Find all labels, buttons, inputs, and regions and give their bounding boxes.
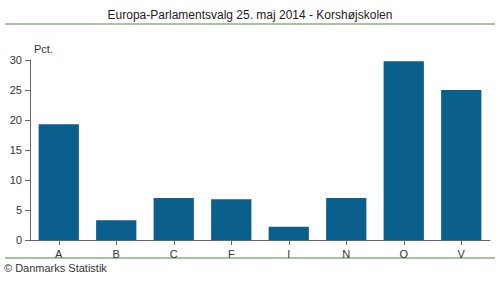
svg-text:20: 20 [10, 114, 22, 126]
svg-text:I: I [287, 248, 290, 260]
svg-text:15: 15 [10, 144, 22, 156]
svg-text:A: A [55, 248, 63, 260]
svg-text:Pct.: Pct. [34, 43, 53, 55]
svg-text:B: B [113, 248, 120, 260]
svg-text:25: 25 [10, 84, 22, 96]
svg-text:5: 5 [16, 204, 22, 216]
svg-text:C: C [170, 248, 178, 260]
svg-text:0: 0 [16, 234, 22, 246]
svg-text:V: V [458, 248, 466, 260]
svg-text:© Danmarks Statistik: © Danmarks Statistik [4, 262, 107, 274]
svg-text:O: O [399, 248, 408, 260]
svg-text:30: 30 [10, 54, 22, 66]
svg-text:10: 10 [10, 174, 22, 186]
svg-text:Europa-Parlamentsvalg 25. maj: Europa-Parlamentsvalg 25. maj 2014 - Kor… [108, 8, 393, 22]
svg-text:F: F [228, 248, 235, 260]
svg-text:N: N [342, 248, 350, 260]
